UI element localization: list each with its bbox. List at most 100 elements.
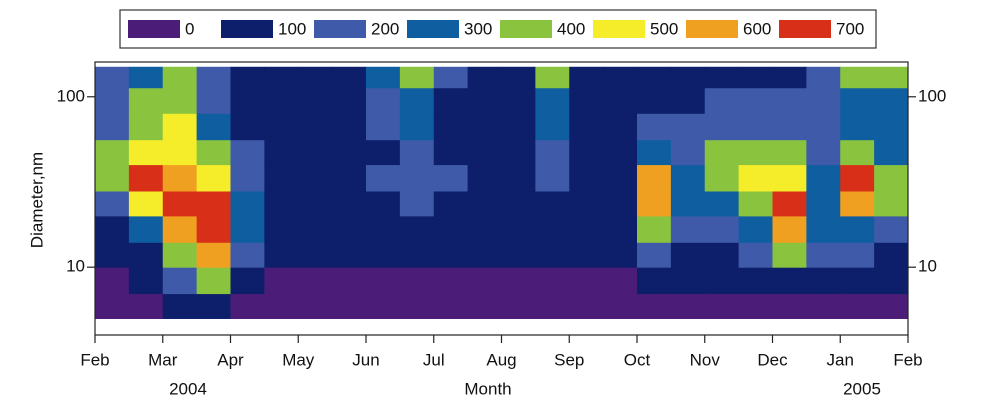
x-tick-label: Jun	[352, 350, 379, 369]
heat-cell	[670, 293, 706, 319]
heat-cell	[230, 164, 265, 192]
heat-cell	[806, 164, 841, 192]
heat-cell	[806, 190, 841, 217]
heat-cell	[230, 267, 265, 295]
heat-cell	[840, 139, 875, 166]
heat-cell	[298, 293, 333, 319]
heat-cell	[738, 87, 773, 114]
heat-cell	[670, 113, 706, 141]
heat-cell	[162, 113, 198, 141]
heat-cell	[704, 87, 740, 114]
heat-cell	[772, 66, 807, 89]
heat-cell	[433, 293, 469, 319]
heat-cell	[128, 242, 164, 268]
heat-cell	[399, 190, 435, 217]
heat-cell	[670, 164, 706, 192]
heat-cell	[704, 113, 740, 141]
legend-label: 500	[650, 19, 678, 38]
heat-cell	[196, 242, 231, 268]
heat-cell	[162, 164, 198, 192]
heat-cell	[840, 267, 875, 295]
heat-cell	[433, 267, 469, 295]
heat-cell	[264, 113, 299, 141]
legend-label: 600	[743, 19, 771, 38]
heat-cell	[95, 293, 130, 319]
legend-label: 300	[464, 19, 492, 38]
legend-swatch	[407, 20, 459, 38]
heat-cell	[366, 66, 401, 89]
heat-cell	[366, 190, 401, 217]
heat-cell	[874, 87, 909, 114]
heat-cell	[738, 190, 773, 217]
heat-cell	[738, 242, 773, 268]
heat-cell	[264, 164, 299, 192]
heat-cell	[332, 164, 367, 192]
heat-cell	[569, 190, 604, 217]
heat-cell	[162, 293, 198, 319]
heat-cell	[162, 267, 198, 295]
heat-cell	[670, 215, 706, 243]
heat-cell	[332, 113, 367, 141]
x-tick-label: Feb	[80, 350, 109, 369]
heat-cell	[535, 242, 570, 268]
year-label: 2005	[843, 379, 881, 398]
heat-cell	[332, 293, 367, 319]
heat-cell	[704, 164, 740, 192]
heat-cell	[196, 66, 231, 89]
heat-cell	[399, 87, 435, 114]
heat-cell	[128, 113, 164, 141]
heat-cell	[433, 87, 469, 114]
heat-cell	[162, 139, 198, 166]
heat-cell	[230, 139, 265, 166]
heat-cell	[569, 113, 604, 141]
heat-cell	[298, 66, 333, 89]
heat-cell	[399, 267, 435, 295]
heat-cell	[196, 190, 231, 217]
legend-swatch	[500, 20, 552, 38]
heat-cell	[501, 215, 536, 243]
heat-cell	[366, 215, 401, 243]
heat-cell	[806, 113, 841, 141]
legend-label: 100	[278, 19, 306, 38]
heat-cell	[670, 267, 706, 295]
heat-cell	[637, 87, 672, 114]
heat-cell	[806, 293, 841, 319]
legend-swatch	[779, 20, 831, 38]
heat-cell	[399, 164, 435, 192]
heat-cell	[738, 215, 773, 243]
heat-cell	[535, 190, 570, 217]
heat-cell	[332, 267, 367, 295]
heat-cell	[298, 215, 333, 243]
heat-cell	[772, 242, 807, 268]
heat-cell	[128, 66, 164, 89]
heat-cell	[569, 267, 604, 295]
heat-cell	[264, 242, 299, 268]
heat-cell	[95, 267, 130, 295]
heat-cell	[637, 267, 672, 295]
heat-cell	[874, 215, 909, 243]
heat-cell	[637, 242, 672, 268]
heat-cell	[467, 139, 502, 166]
heat-cell	[366, 113, 401, 141]
heat-cell	[230, 242, 265, 268]
heat-cell	[670, 66, 706, 89]
heat-cell	[433, 66, 469, 89]
legend-label: 700	[836, 19, 864, 38]
heat-cell	[196, 293, 231, 319]
heat-cell	[366, 139, 401, 166]
heat-cell	[467, 215, 502, 243]
heat-cell	[637, 113, 672, 141]
heat-cell	[501, 66, 536, 89]
heat-cell	[603, 215, 638, 243]
heat-cell	[95, 164, 130, 192]
legend-label: 200	[371, 19, 399, 38]
heat-cell	[162, 190, 198, 217]
legend-swatch	[221, 20, 273, 38]
heat-cell	[806, 215, 841, 243]
heat-cell	[332, 215, 367, 243]
x-tick-label: Jul	[423, 350, 445, 369]
heat-cell	[298, 267, 333, 295]
heat-cell	[264, 267, 299, 295]
heat-cell	[874, 66, 909, 89]
